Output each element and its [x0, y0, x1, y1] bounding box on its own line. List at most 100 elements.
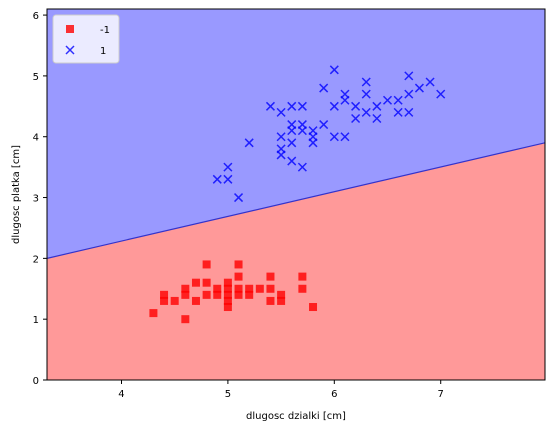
- data-point-1: [212, 174, 222, 184]
- data-point-neg1: [266, 296, 275, 305]
- legend-label: 1: [100, 46, 106, 57]
- data-point-neg1: [223, 296, 232, 305]
- data-point-1: [404, 89, 414, 99]
- legend-marker-square: [66, 25, 74, 33]
- y-tick-label: 5: [33, 72, 39, 83]
- data-point-1: [414, 83, 424, 93]
- data-point-neg1: [160, 290, 169, 299]
- data-point-1: [329, 65, 339, 75]
- x-tick-label: 6: [331, 389, 337, 400]
- data-point-1: [340, 89, 350, 99]
- data-point-1: [436, 89, 446, 99]
- data-point-neg1: [309, 303, 318, 312]
- y-tick-label: 1: [33, 315, 39, 326]
- data-point-neg1: [298, 272, 307, 281]
- data-point-1: [404, 107, 414, 117]
- data-point-neg1: [234, 260, 243, 269]
- data-point-1: [223, 174, 233, 184]
- data-point-1: [244, 138, 254, 148]
- data-point-1: [425, 77, 435, 87]
- data-point-neg1: [202, 260, 211, 269]
- data-point-1: [308, 126, 318, 136]
- data-point-1: [287, 138, 297, 148]
- data-point-neg1: [213, 284, 222, 293]
- data-point-neg1: [191, 278, 200, 287]
- data-point-1: [372, 113, 382, 124]
- data-point-neg1: [191, 296, 200, 305]
- decision-regions: [47, 9, 545, 380]
- data-point-1: [382, 95, 393, 105]
- data-point-1: [276, 144, 286, 154]
- data-point-1: [351, 101, 361, 111]
- y-tick-label: 2: [33, 254, 39, 265]
- data-point-neg1: [181, 315, 190, 324]
- data-point-neg1: [181, 284, 190, 293]
- x-tick-label: 4: [118, 389, 124, 400]
- data-point-neg1: [213, 290, 222, 299]
- data-point-1: [351, 113, 361, 124]
- data-point-neg1: [223, 284, 232, 293]
- data-point-neg1: [223, 303, 232, 312]
- x-axis-ticks: 4 5 6 7: [118, 380, 444, 400]
- data-point-1: [393, 107, 403, 117]
- data-point-neg1: [149, 309, 158, 318]
- data-point-neg1: [223, 278, 232, 287]
- data-point-neg1: [170, 296, 179, 305]
- data-point-1: [361, 89, 371, 99]
- data-point-1: [361, 107, 371, 117]
- x-axis-label: dlugosc dzialki [cm]: [246, 411, 346, 422]
- data-point-neg1: [298, 284, 307, 293]
- data-point-neg1: [245, 290, 254, 299]
- data-point-1: [276, 107, 286, 117]
- data-point-1: [287, 156, 297, 166]
- data-point-1: [404, 71, 414, 81]
- x-tick-label: 5: [225, 389, 231, 400]
- data-point-neg1: [234, 284, 243, 293]
- legend-label: -1: [100, 25, 110, 36]
- data-point-neg1: [255, 284, 264, 293]
- data-point-1: [265, 101, 275, 111]
- y-axis-ticks: 0 1 2 3 4 5 6: [33, 11, 47, 387]
- data-point-1: [297, 120, 307, 130]
- y-axis-label: dlugosc platka [cm]: [11, 145, 22, 244]
- data-point-1: [329, 101, 339, 111]
- data-point-1: [372, 101, 382, 111]
- data-point-1: [287, 101, 297, 111]
- data-point-neg1: [245, 284, 254, 293]
- legend-marker-x: [65, 45, 75, 55]
- data-point-neg1: [234, 272, 243, 281]
- data-point-1: [319, 83, 329, 93]
- data-point-neg1: [202, 278, 211, 287]
- data-point-1: [223, 162, 233, 172]
- data-point-1: [329, 132, 339, 142]
- region-class-1: [47, 9, 545, 259]
- data-point-1: [361, 77, 371, 87]
- x-tick-label: 7: [438, 389, 444, 400]
- data-point-neg1: [234, 290, 243, 299]
- data-point-neg1: [181, 290, 190, 299]
- y-tick-label: 4: [33, 133, 39, 144]
- plot-frame: [46, 8, 546, 381]
- data-point-1: [319, 120, 329, 130]
- data-point-1: [297, 162, 307, 172]
- y-tick-label: 0: [33, 376, 39, 387]
- y-tick-label: 6: [33, 11, 39, 22]
- data-point-1: [297, 101, 307, 111]
- data-point-neg1: [223, 290, 232, 299]
- legend-box: [52, 14, 120, 64]
- y-tick-label: 3: [33, 194, 39, 205]
- data-point-neg1: [202, 290, 211, 299]
- data-point-1: [340, 132, 350, 142]
- data-point-neg1: [266, 272, 275, 281]
- data-point-neg1: [277, 290, 286, 299]
- data-point-neg1: [266, 284, 275, 293]
- data-point-1: [287, 120, 297, 130]
- data-point-neg1: [160, 296, 169, 305]
- data-points: [149, 65, 446, 324]
- data-point-neg1: [277, 296, 286, 305]
- legend: -1 1: [52, 14, 120, 64]
- data-point-1: [276, 132, 286, 142]
- region-class-neg1: [47, 142, 545, 380]
- data-point-1: [234, 193, 244, 203]
